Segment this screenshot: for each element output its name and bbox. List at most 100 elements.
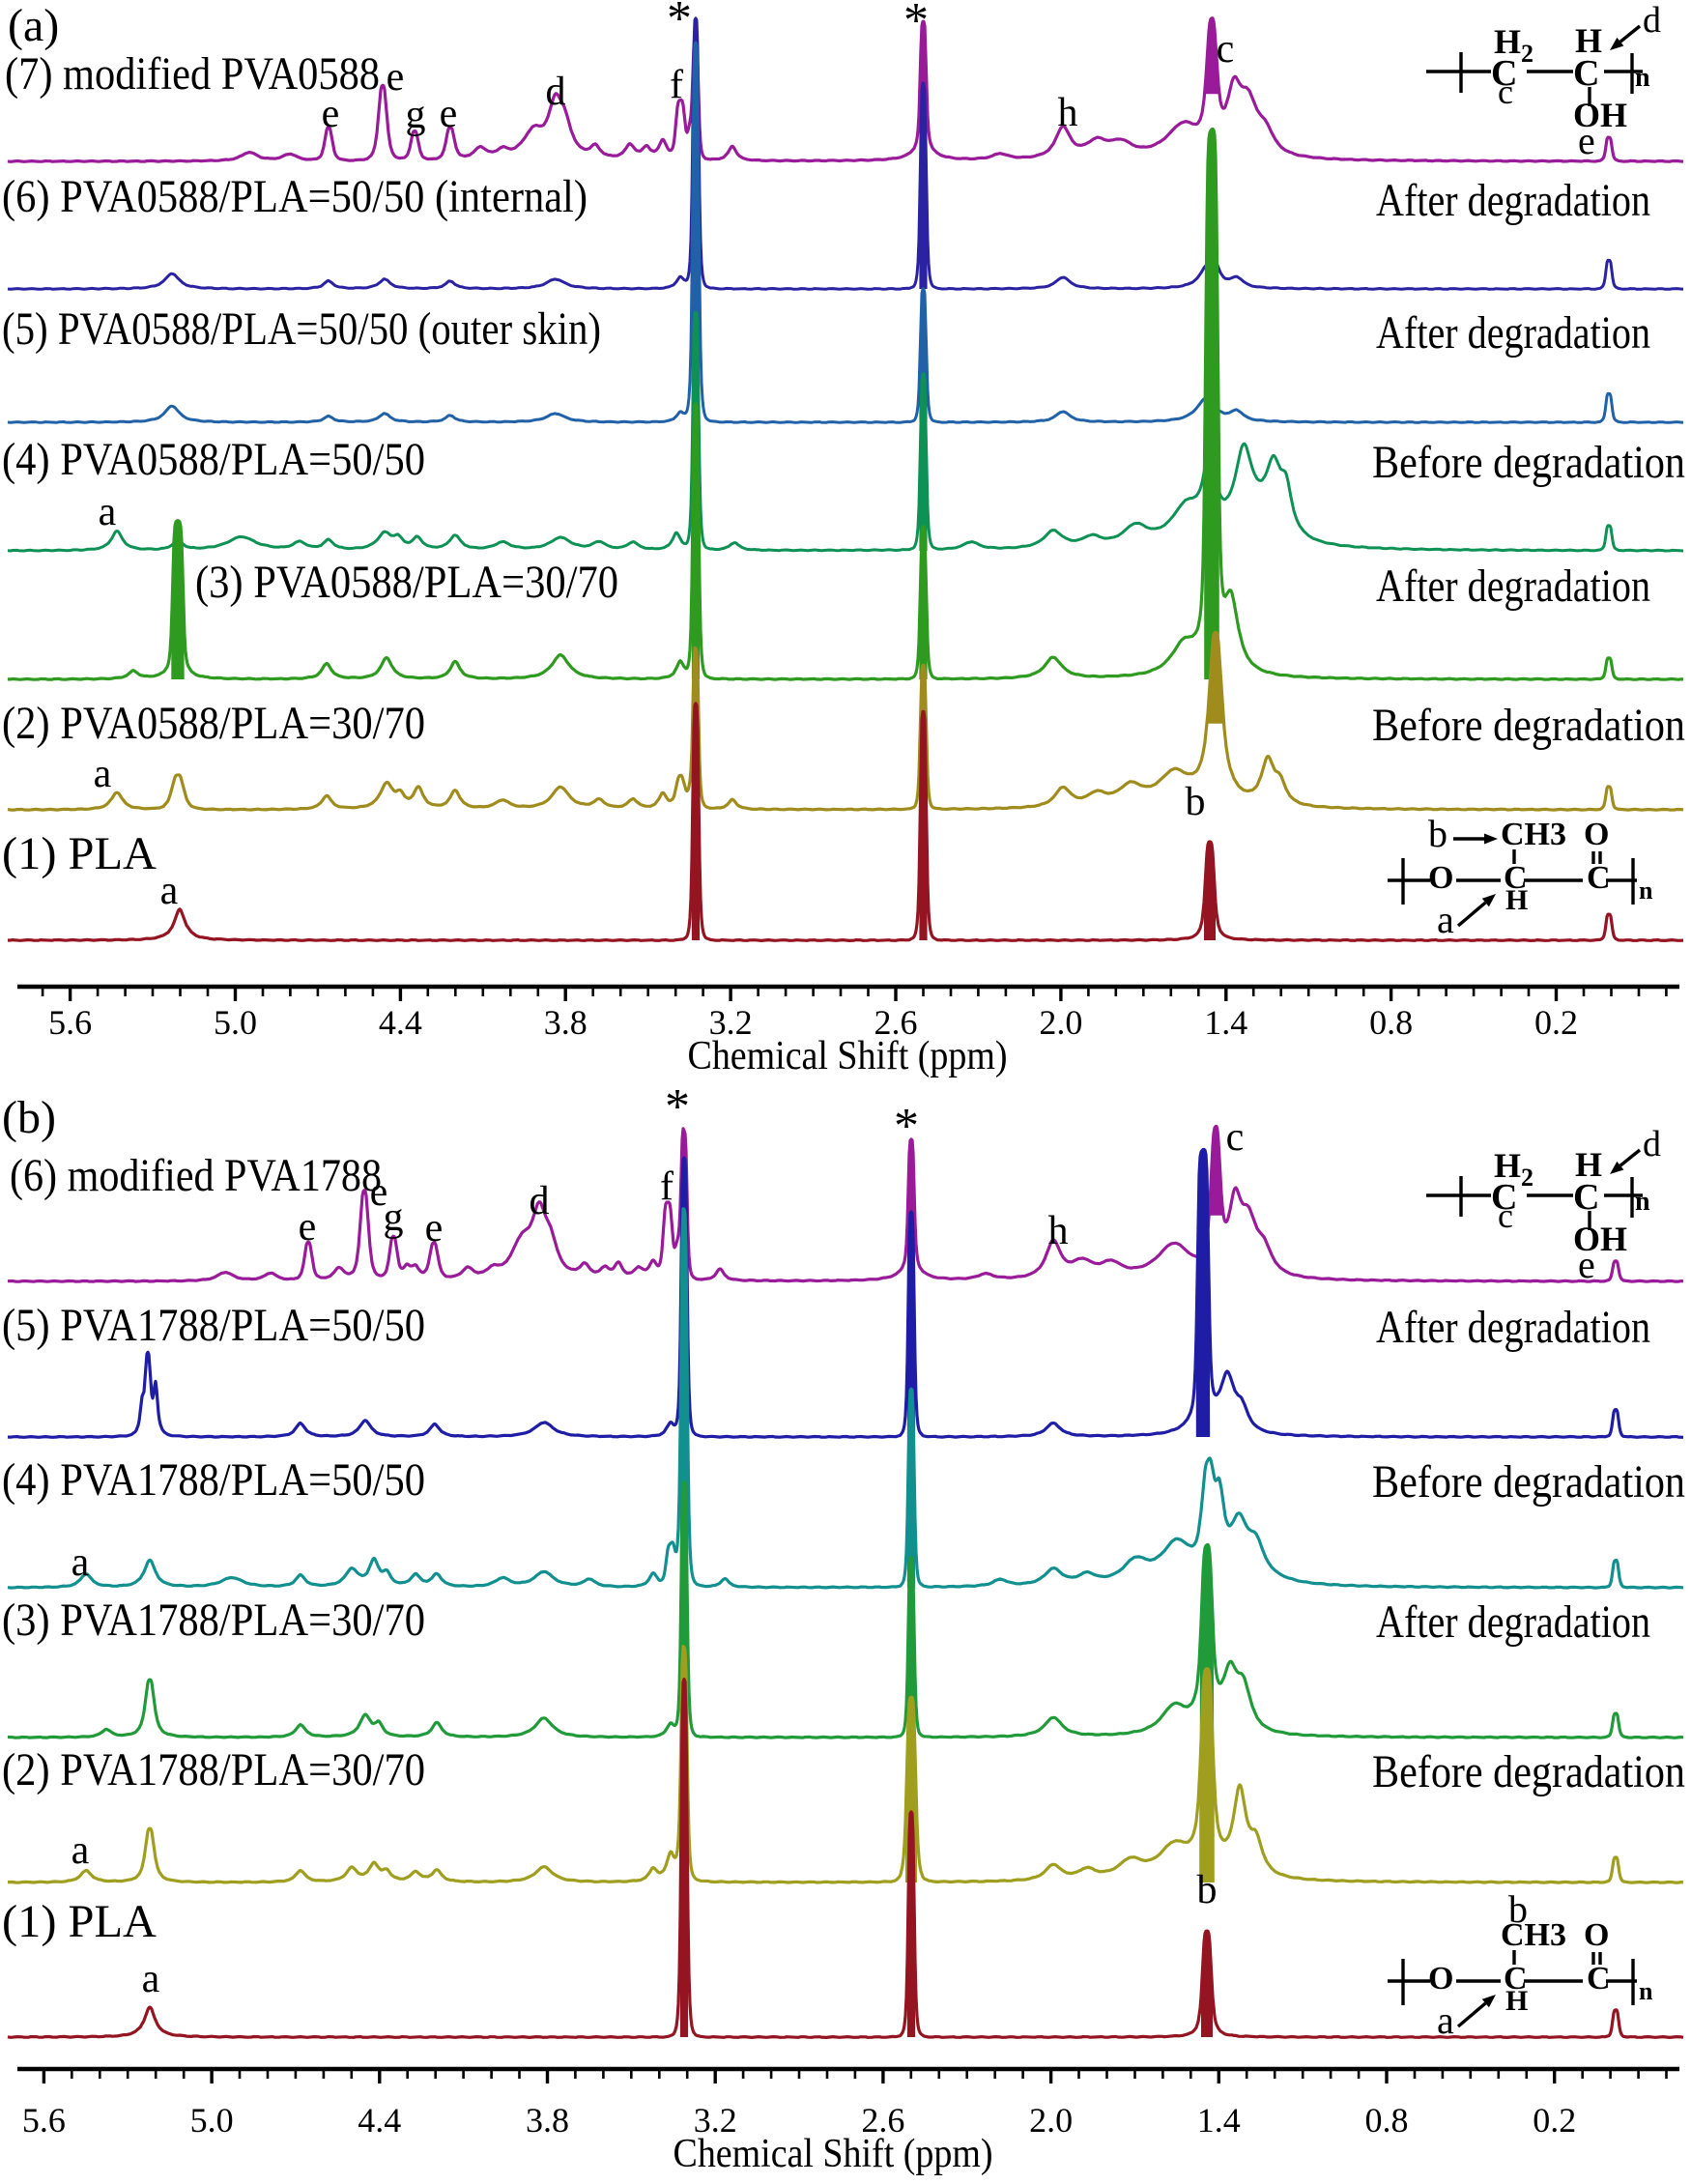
svg-text:2.0: 2.0 [1029,2101,1073,2140]
svg-text:2.6: 2.6 [861,2101,904,2140]
svg-text:h: h [1048,1209,1069,1253]
svg-text:(6) PVA0588/PLA=50/50 (interna: (6) PVA0588/PLA=50/50 (internal) [2,171,588,222]
svg-text:H: H [1575,21,1602,60]
svg-text:(6) modified PVA1788: (6) modified PVA1788 [10,1150,382,1201]
svg-text:c: c [1498,72,1513,111]
svg-text:OH: OH [1573,96,1627,134]
svg-text:C: C [1573,1177,1599,1218]
svg-text:c: c [1217,27,1235,72]
svg-text:e: e [370,1170,388,1215]
svg-text:(2) PVA0588/PLA=30/70: (2) PVA0588/PLA=30/70 [2,698,425,749]
svg-text:Before degradation: Before degradation [1372,1746,1685,1797]
svg-text:Chemical Shift (ppm): Chemical Shift (ppm) [688,1034,1008,1078]
svg-text:5.0: 5.0 [214,1003,257,1042]
svg-text:2: 2 [1521,1164,1533,1192]
svg-text:n: n [1639,1977,1653,2005]
svg-text:Before degradation: Before degradation [1372,437,1685,488]
svg-text:After degradation: After degradation [1376,560,1650,612]
svg-text:e: e [440,92,458,136]
svg-text:d: d [1643,1124,1661,1164]
svg-text:*: * [665,1079,690,1135]
svg-text:g: g [406,93,426,137]
svg-text:OH: OH [1573,1220,1627,1258]
svg-text:After degradation: After degradation [1376,1596,1650,1648]
svg-text:0.2: 0.2 [1534,1003,1578,1042]
svg-text:b: b [1186,780,1206,824]
svg-text:4.4: 4.4 [358,2101,401,2140]
svg-text:Before degradation: Before degradation [1372,1456,1685,1508]
svg-text:d: d [546,70,566,114]
svg-text:CH3: CH3 [1501,1917,1566,1953]
svg-text:H: H [1494,22,1521,61]
svg-text:a: a [94,752,112,796]
svg-text:b: b [1428,812,1447,855]
svg-text:0.8: 0.8 [1365,2101,1409,2140]
svg-text:(b): (b) [2,1092,56,1143]
svg-text:C: C [1573,53,1599,94]
svg-text:H: H [1494,1146,1521,1185]
svg-text:H: H [1505,1985,1528,2017]
svg-text:n: n [1635,1187,1650,1217]
svg-text:e: e [387,55,405,100]
svg-text:(a): (a) [8,0,59,51]
svg-text:C: C [1491,53,1517,94]
svg-text:e: e [322,92,340,136]
svg-text:C: C [1504,860,1528,896]
svg-text:a: a [72,1540,90,1585]
svg-text:n: n [1639,876,1653,905]
svg-text:H: H [1505,884,1528,916]
svg-text:e: e [299,1205,317,1250]
svg-text:2.0: 2.0 [1039,1003,1082,1042]
svg-text:(4) PVA1788/PLA=50/50: (4) PVA1788/PLA=50/50 [2,1454,425,1506]
svg-text:*: * [667,0,692,46]
svg-text:1.4: 1.4 [1197,2101,1241,2140]
svg-text:O: O [1584,1917,1609,1953]
svg-text:a: a [142,1957,160,2001]
svg-text:g: g [384,1195,404,1240]
svg-text:a: a [160,869,179,913]
svg-text:3.8: 3.8 [544,1003,588,1042]
svg-text:0.8: 0.8 [1369,1003,1413,1042]
svg-text:2: 2 [1521,40,1533,68]
svg-text:3.2: 3.2 [709,1003,753,1042]
svg-text:C: C [1587,860,1611,896]
svg-text:C: C [1504,1961,1528,1997]
svg-text:c: c [1226,1115,1245,1160]
svg-text:3.2: 3.2 [694,2101,737,2140]
svg-text:(2) PVA1788/PLA=30/70: (2) PVA1788/PLA=30/70 [2,1744,425,1796]
svg-text:5.6: 5.6 [48,1003,92,1042]
svg-text:H: H [1575,1145,1602,1184]
svg-text:C: C [1587,1961,1611,1997]
svg-text:e: e [1578,119,1595,162]
svg-text:Chemical Shift (ppm): Chemical Shift (ppm) [674,2132,993,2176]
svg-text:a: a [72,1828,90,1873]
svg-text:After degradation: After degradation [1376,1302,1650,1353]
svg-text:b: b [1508,1887,1528,1931]
svg-text:f: f [670,63,683,107]
svg-text:O: O [1428,1961,1453,1997]
svg-text:(7) modified PVA0588: (7) modified PVA0588 [5,48,380,100]
svg-text:(5) PVA1788/PLA=50/50: (5) PVA1788/PLA=50/50 [2,1300,425,1351]
svg-text:a: a [1437,898,1454,941]
svg-text:e: e [425,1206,444,1250]
svg-text:*: * [894,1099,919,1154]
svg-text:Before degradation: Before degradation [1372,700,1685,751]
svg-text:a: a [1437,1998,1454,2042]
svg-text:a: a [99,490,117,534]
svg-text:n: n [1635,63,1650,93]
svg-text:O: O [1428,860,1453,896]
svg-text:(4) PVA0588/PLA=50/50: (4) PVA0588/PLA=50/50 [2,434,425,485]
svg-text:(3) PVA0588/PLA=30/70: (3) PVA0588/PLA=30/70 [195,557,618,608]
svg-text:4.4: 4.4 [379,1003,422,1042]
svg-text:(1) PLA: (1) PLA [2,828,157,879]
svg-text:(3) PVA1788/PLA=30/70: (3) PVA1788/PLA=30/70 [2,1595,425,1646]
svg-text:d: d [530,1179,550,1223]
svg-text:After degradation: After degradation [1376,175,1650,226]
svg-text:*: * [903,0,929,48]
svg-text:(5) PVA0588/PLA=50/50 (outer s: (5) PVA0588/PLA=50/50 (outer skin) [2,303,601,355]
svg-text:f: f [660,1164,674,1209]
svg-text:c: c [1498,1196,1513,1235]
svg-text:C: C [1491,1177,1517,1218]
svg-text:(1) PLA: (1) PLA [2,1896,157,1947]
svg-text:3.8: 3.8 [526,2101,569,2140]
